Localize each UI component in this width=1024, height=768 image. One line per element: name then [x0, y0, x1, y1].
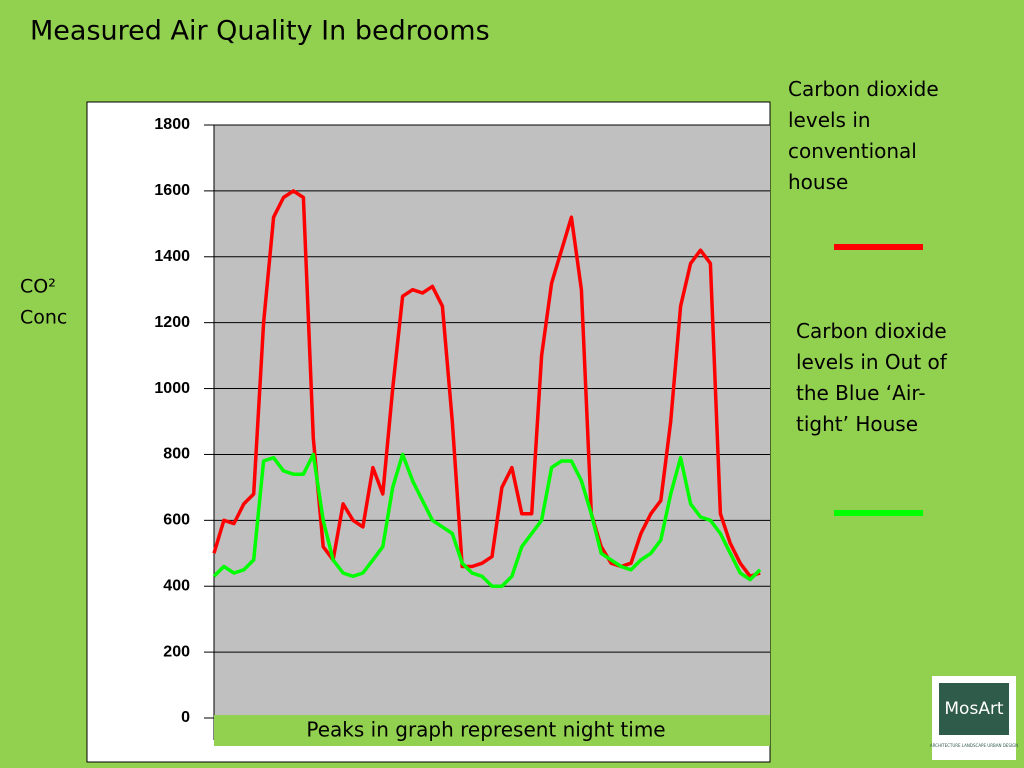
- y-tick-label: 1400: [154, 248, 190, 265]
- y-tick-label: 1800: [154, 116, 190, 133]
- legend-entry: Carbon dioxide levels in Out of the Blue…: [796, 319, 947, 436]
- logo-name: MosArt: [944, 699, 1004, 719]
- chart-title: Measured Air Quality In bedrooms: [30, 16, 490, 47]
- annotation-box: [214, 715, 770, 746]
- series-line: [212, 452, 762, 588]
- logo-tagline: ARCHITECTURE LANDSCAPE URBAN DESIGN: [930, 743, 1018, 748]
- logo-box: [939, 683, 1009, 735]
- y-tick-label: 400: [163, 577, 190, 594]
- y-axis-label: Conc: [20, 307, 67, 329]
- lines: [212, 189, 762, 588]
- y-tick-label: 1000: [154, 380, 190, 397]
- annotation: Peaks in graph represent night time: [306, 718, 665, 742]
- legend-entry: Carbon dioxide levels in conventional ho…: [788, 77, 939, 194]
- y-axis-label: CO²: [20, 276, 56, 298]
- y-tick-label: 800: [163, 446, 190, 463]
- y-tick-label: 600: [163, 512, 190, 529]
- y-tick-label: 0: [181, 709, 190, 726]
- y-tick-label: 1600: [154, 182, 190, 199]
- y-tick-label: 200: [163, 643, 190, 660]
- plot-area: [214, 125, 770, 718]
- y-tick-label: 1200: [154, 314, 190, 331]
- series-line: [212, 189, 761, 579]
